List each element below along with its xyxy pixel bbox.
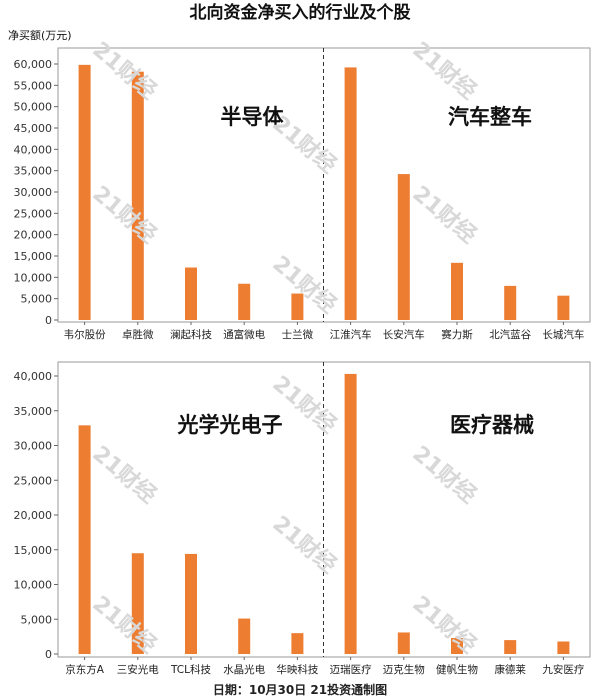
x-tick-label: 华映科技 bbox=[276, 663, 318, 676]
y-tick-label: 25,000 bbox=[14, 474, 53, 487]
bar bbox=[557, 295, 570, 320]
x-tick-label: 健帆生物 bbox=[436, 663, 478, 676]
bar bbox=[78, 425, 91, 654]
bar bbox=[238, 618, 251, 654]
watermark: 21财经 bbox=[408, 441, 482, 509]
group-label: 半导体 bbox=[221, 105, 285, 129]
x-tick-label: 长安汽车 bbox=[383, 328, 425, 341]
watermark: 21财经 bbox=[88, 37, 162, 105]
y-tick-label: 15,000 bbox=[14, 250, 53, 263]
bar bbox=[78, 64, 91, 320]
y-tick-label: 55,000 bbox=[14, 79, 53, 92]
x-tick-label: 通富微电 bbox=[223, 328, 265, 341]
bar bbox=[185, 553, 197, 654]
x-tick-label: 三安光电 bbox=[117, 663, 159, 676]
watermark: 21财经 bbox=[408, 591, 482, 659]
watermark: 21财经 bbox=[268, 511, 342, 579]
y-tick-label: 60,000 bbox=[14, 58, 53, 71]
bar bbox=[504, 285, 517, 320]
watermark: 21财经 bbox=[268, 111, 342, 179]
x-tick-label: TCL科技 bbox=[170, 663, 211, 676]
bar bbox=[131, 71, 144, 321]
bar bbox=[504, 640, 517, 654]
y-tick-label: 20,000 bbox=[14, 229, 53, 242]
y-tick-label: 25,000 bbox=[14, 207, 53, 220]
x-tick-label: 卓胜微 bbox=[122, 328, 154, 341]
group-label: 汽车整车 bbox=[448, 105, 532, 129]
x-tick-label: 韦尔股份 bbox=[64, 328, 106, 341]
x-tick-label: 迈瑞医疗 bbox=[330, 663, 372, 676]
y-tick-label: 40,000 bbox=[14, 370, 53, 383]
chart-footer: 日期：10月30日 21投资通制图 bbox=[213, 682, 387, 697]
y-tick-label: 30,000 bbox=[14, 186, 53, 199]
bar bbox=[291, 633, 304, 654]
y-tick-label: 5,000 bbox=[21, 293, 53, 306]
x-tick-label: 江淮汽车 bbox=[330, 328, 372, 341]
y-tick-label: 20,000 bbox=[14, 509, 53, 522]
chart-title: 北向资金净买入的行业及个股 bbox=[190, 2, 411, 23]
bar bbox=[291, 293, 304, 320]
bar bbox=[344, 373, 357, 654]
x-tick-label: 康德莱 bbox=[494, 663, 526, 676]
x-tick-label: 长城汽车 bbox=[542, 328, 584, 341]
x-tick-label: 士兰微 bbox=[282, 328, 314, 341]
bar bbox=[451, 262, 463, 320]
y-tick-label: 45,000 bbox=[14, 122, 53, 135]
y-tick-label: 50,000 bbox=[14, 101, 53, 114]
bar bbox=[238, 283, 251, 320]
watermark: 21财经 bbox=[408, 37, 482, 105]
y-tick-label: 0 bbox=[45, 648, 52, 661]
bar bbox=[344, 67, 357, 320]
watermark: 21财经 bbox=[88, 441, 162, 509]
x-tick-label: 九安医疗 bbox=[542, 663, 584, 676]
x-tick-label: 迈克生物 bbox=[383, 663, 425, 676]
group-label: 光学光电子 bbox=[177, 413, 283, 437]
y-tick-label: 0 bbox=[45, 314, 52, 327]
x-tick-label: 赛力斯 bbox=[441, 328, 473, 341]
watermark: 21财经 bbox=[408, 181, 482, 249]
y-tick-label: 10,000 bbox=[14, 579, 53, 592]
watermark: 21财经 bbox=[88, 181, 162, 249]
y-tick-label: 5,000 bbox=[21, 613, 53, 626]
bar bbox=[451, 638, 463, 654]
group-label: 医疗器械 bbox=[450, 413, 534, 437]
bar bbox=[185, 267, 197, 320]
y-tick-label: 10,000 bbox=[14, 271, 53, 284]
x-tick-label: 水晶光电 bbox=[223, 663, 265, 676]
watermark: 21财经 bbox=[88, 591, 162, 659]
bar bbox=[557, 641, 570, 654]
x-tick-label: 京东方A bbox=[65, 663, 104, 676]
x-tick-label: 澜起科技 bbox=[170, 328, 212, 341]
y-tick-label: 15,000 bbox=[14, 544, 53, 557]
y-tick-label: 35,000 bbox=[14, 165, 53, 178]
y-tick-label: 30,000 bbox=[14, 440, 53, 453]
y-axis-label: 净买额(万元) bbox=[8, 28, 72, 42]
watermark: 21财经 bbox=[268, 251, 342, 319]
y-tick-label: 35,000 bbox=[14, 405, 53, 418]
y-tick-label: 40,000 bbox=[14, 143, 53, 156]
x-tick-label: 北汽蓝谷 bbox=[489, 328, 531, 341]
bar bbox=[397, 174, 410, 320]
bar bbox=[131, 553, 144, 654]
bar bbox=[397, 632, 410, 654]
